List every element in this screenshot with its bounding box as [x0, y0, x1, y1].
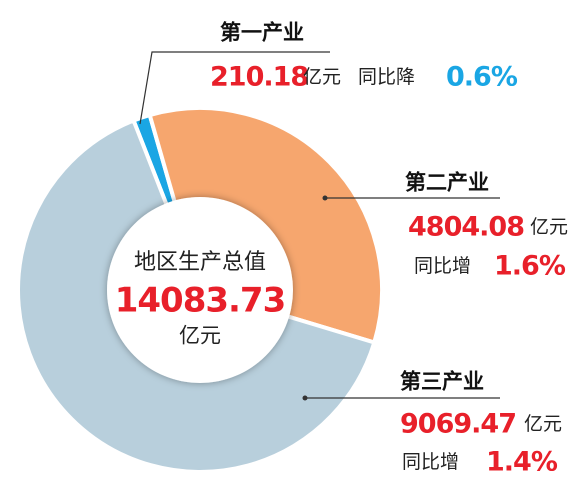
- total: 14083.73: [115, 281, 286, 321]
- unit-label: 亿元: [524, 413, 562, 435]
- category-label: 第二产业: [405, 171, 489, 195]
- change-label: 0.6%: [446, 62, 518, 93]
- center-disc: [107, 197, 293, 383]
- change-label: 1.6%: [494, 251, 566, 282]
- leader-dot: [322, 195, 328, 201]
- unit-label: 亿元: [530, 216, 568, 238]
- change-word: 同比降: [358, 66, 415, 88]
- unit-label: 亿元: [303, 66, 341, 88]
- change-word: 同比增: [414, 255, 471, 277]
- total-unit: 亿元: [179, 325, 221, 348]
- value-label: 210.18: [210, 62, 308, 93]
- change-label: 1.4%: [486, 447, 558, 478]
- center-title: 地区生产总值: [134, 249, 266, 274]
- leader-dot: [302, 395, 308, 401]
- value-label: 4804.08: [408, 212, 524, 243]
- change-word: 同比增: [402, 451, 459, 473]
- category-label: 第一产业: [220, 21, 304, 45]
- leader-line: [139, 51, 330, 125]
- value-label: 9069.47: [400, 409, 516, 440]
- category-label: 第三产业: [400, 370, 484, 394]
